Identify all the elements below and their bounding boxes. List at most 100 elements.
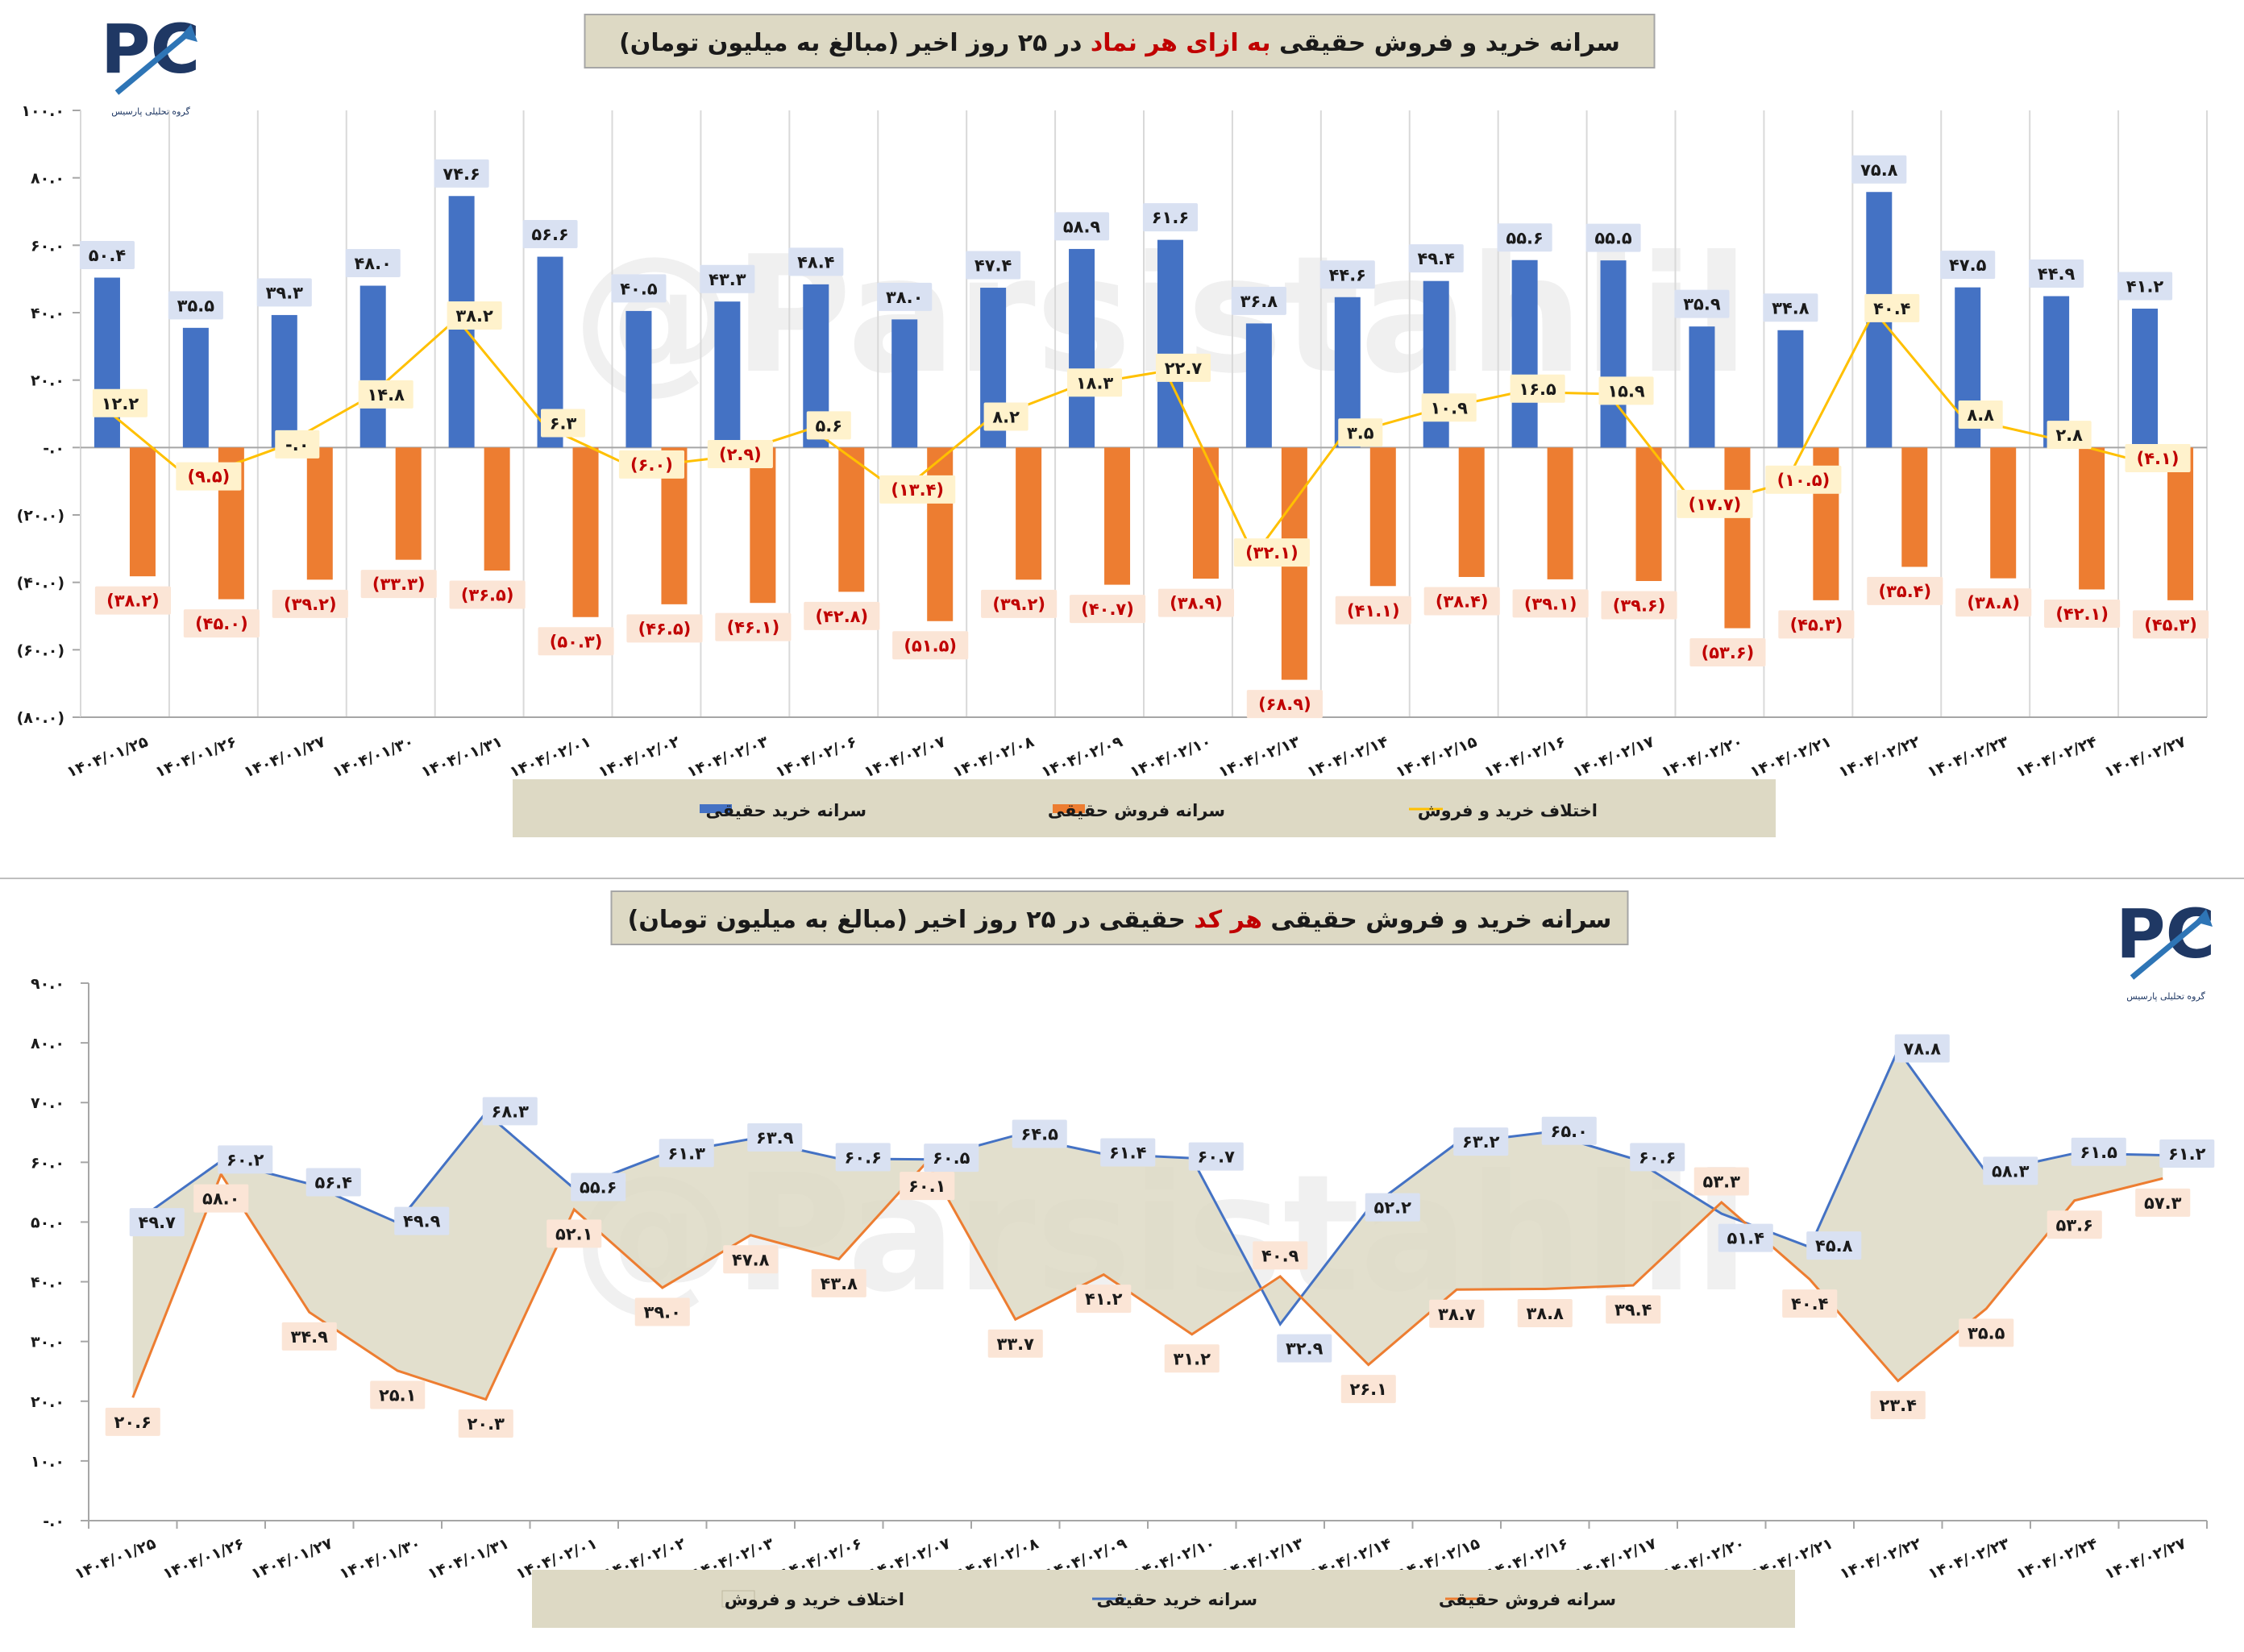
title-highlight: هر کد — [1194, 906, 1262, 934]
y-tick-label: (۴۰.۰) — [17, 575, 64, 592]
diff-value-label: (۳۲.۱) — [1245, 543, 1299, 562]
sell-value-label-box — [1423, 587, 1500, 616]
diff-value-label-box — [1677, 489, 1753, 518]
sell-bar — [1635, 447, 1662, 581]
buy-value-label-box — [1188, 1142, 1244, 1171]
x-tick-label: ۱۴۰۴/۰۲/۲۱ — [1747, 733, 1834, 781]
sell-value-label: (۳۳.۳) — [372, 575, 426, 594]
diff-value-label: ۱۶.۵ — [1519, 380, 1556, 399]
buy-value-label-box — [2071, 1137, 2126, 1166]
sell-value-label-box — [1693, 1167, 1749, 1196]
x-tick-label: ۱۴۰۴/۰۲/۱۴ — [1305, 733, 1391, 781]
diff-value-label: ۳.۵ — [1347, 423, 1374, 442]
buy-value-label-box — [877, 282, 933, 311]
buy-value-label-box — [305, 1168, 361, 1197]
chart-title: سرانه خرید و فروش حقیقی به ازای هر نماد … — [619, 29, 1620, 57]
sell-bar — [2167, 447, 2194, 600]
x-tick-label: ۱۴۰۴/۰۱/۲۵ — [72, 1534, 159, 1584]
sell-value-label: ۲۰.۳ — [468, 1414, 505, 1434]
chart-title: سرانه خرید و فروش حقیقی هر کد حقیقی در ۲… — [628, 906, 1612, 934]
buy-value-label: ۴۱.۲ — [2126, 277, 2164, 297]
buy-value-label: ۴۷.۵ — [1949, 255, 1987, 275]
sell-value-label: (۳۵.۴) — [1878, 582, 1931, 601]
sell-value-label: ۶۰.۱ — [908, 1177, 945, 1196]
diff-value-label: ۸.۸ — [1967, 405, 1994, 425]
sell-value-label: ۲۰.۶ — [114, 1413, 152, 1432]
sell-value-label: ۲۳.۴ — [1880, 1396, 1918, 1415]
buy-bar — [625, 310, 652, 448]
legend-label-sell: سرانه فروش حقیقی — [1048, 801, 1225, 820]
buy-bar — [359, 285, 386, 448]
legend-label-diff: اختلاف خرید و فروش — [1418, 801, 1598, 820]
sell-bar — [1901, 447, 1928, 567]
buy-value-label: ۵۸.۹ — [1063, 217, 1101, 236]
buy-value-label: ۳۹.۳ — [266, 283, 304, 302]
sell-value-label-box — [1606, 1295, 1661, 1324]
title-part: سرانه خرید و فروش حقیقی — [1262, 906, 1611, 934]
sell-value-label: ۵۳.۶ — [2056, 1215, 2093, 1235]
sell-value-label-box — [1076, 1285, 1132, 1314]
buy-value-label: ۷۵.۸ — [1860, 160, 1898, 180]
y-tick-label: ۸۰.۰ — [31, 1035, 64, 1052]
logo-arrow-icon — [2130, 915, 2207, 980]
buy-bar — [1689, 326, 1715, 448]
y-tick-label: (۲۰.۰) — [17, 507, 64, 525]
buy-bar — [1245, 323, 1272, 448]
diff-value-label: ۶.۳ — [550, 414, 577, 434]
buy-value-label: ۵۶.۴ — [315, 1173, 353, 1193]
sell-value-label-box — [1782, 1289, 1838, 1318]
buy-value-label: ۴۸.۰ — [354, 254, 391, 273]
sell-value-label: ۴۰.۹ — [1261, 1246, 1299, 1265]
buy-value-label: ۳۵.۵ — [177, 296, 215, 315]
sell-value-label-box — [193, 1184, 249, 1213]
buy-value-label: ۳۵.۹ — [1683, 295, 1721, 314]
x-tick-label: ۱۴۰۴/۰۲/۲۲ — [1836, 733, 1923, 782]
sell-bar — [395, 447, 422, 560]
y-tick-label: ۶۰.۰ — [31, 1154, 64, 1172]
diff-value-label: (۹.۵) — [187, 467, 230, 487]
x-tick-label: ۱۴۰۴/۰۱/۲۵ — [64, 733, 152, 782]
y-tick-label: -.۰ — [43, 1513, 64, 1530]
sell-value-label-box — [723, 1245, 779, 1274]
buy-value-label-box — [1674, 289, 1730, 318]
buy-bar — [1777, 330, 1804, 448]
y-tick-label: (۶۰.۰) — [17, 641, 64, 659]
buy-value-label-box — [659, 1139, 714, 1168]
buy-value-label: ۳۲.۹ — [1286, 1339, 1324, 1359]
sell-value-label-box — [538, 627, 614, 656]
buy-value-label: ۷۴.۶ — [443, 164, 480, 184]
sell-value-label: ۲۵.۱ — [379, 1386, 416, 1405]
buy-value-label: ۵۵.۵ — [1594, 229, 1632, 248]
x-tick-label: ۱۴۰۴/۰۲/۱۵ — [1393, 733, 1480, 782]
sell-value-label: (۴۶.۱) — [727, 618, 780, 637]
sell-value-label: (۳۶.۵) — [461, 586, 514, 605]
sell-bar — [750, 447, 776, 604]
diff-value-label-box — [275, 430, 320, 459]
sell-value-label: ۵۷.۳ — [2144, 1193, 2182, 1213]
sell-value-label: (۳۸.۸) — [1967, 593, 2020, 612]
sell-value-label: ۳۵.۵ — [1968, 1323, 2005, 1343]
buy-value-label-box — [1054, 212, 1110, 241]
sell-value-label: ۳۸.۸ — [1527, 1304, 1565, 1323]
sell-value-label-box — [804, 601, 880, 630]
y-tick-label: -.۰ — [43, 439, 64, 457]
sell-value-label: ۴۱.۲ — [1085, 1289, 1123, 1309]
sell-value-label-box — [634, 1297, 690, 1326]
diff-value-label: ۱۴.۸ — [367, 385, 405, 405]
diff-value-label: (۱۰.۵) — [1777, 471, 1831, 490]
buy-value-label: ۶۱.۴ — [1109, 1144, 1147, 1163]
buy-value-label: ۶۰.۶ — [1639, 1148, 1676, 1167]
buy-value-label: ۷۸.۸ — [1904, 1040, 1942, 1059]
buy-value-label-box — [482, 1097, 538, 1126]
sell-value-label-box — [281, 1322, 337, 1351]
buy-value-label: ۴۴.۶ — [1329, 265, 1366, 284]
sell-value-label-box — [892, 631, 969, 660]
diff-area — [132, 1050, 2163, 1400]
buy-value-label: ۶۳.۹ — [756, 1128, 794, 1148]
x-tick-label: ۱۴۰۴/۰۲/۲۷ — [2102, 733, 2189, 782]
title-part: حقیقی در ۲۵ روز اخیر (مبالغ به میلیون تو… — [628, 906, 1195, 934]
x-tick-label: ۱۴۰۴/۰۱/۲۷ — [242, 733, 329, 782]
buy-value-label-box — [835, 1143, 891, 1172]
buy-value-label-box — [168, 291, 223, 320]
sell-value-label-box — [900, 1172, 955, 1201]
